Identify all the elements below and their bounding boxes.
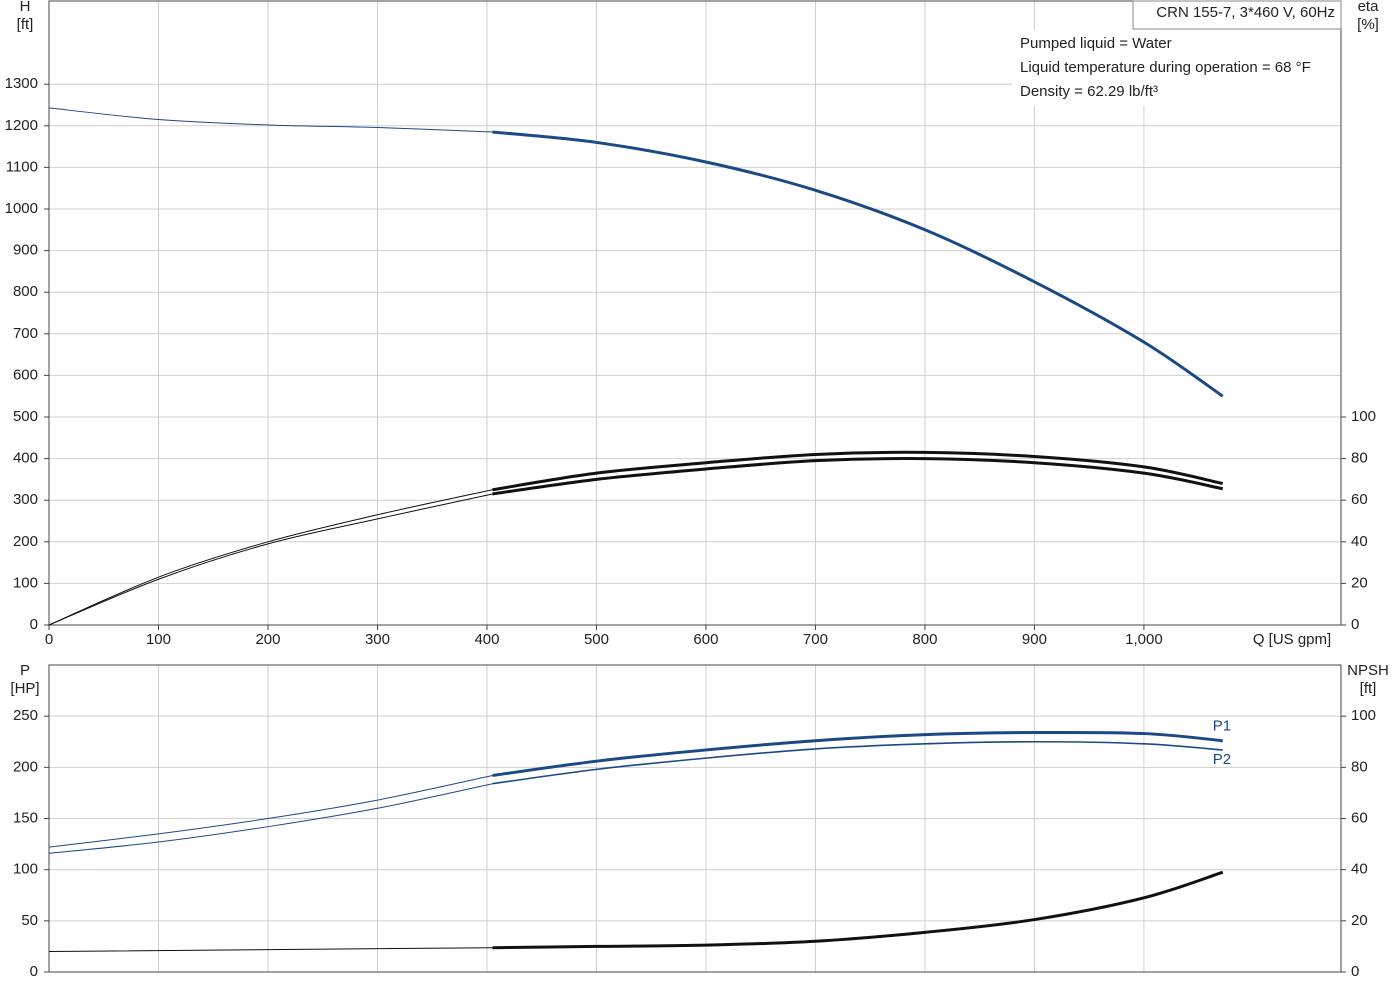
- y-tick-label: 100: [13, 861, 38, 878]
- x-tick-label: 600: [693, 631, 718, 648]
- annotation-box: [1132, 0, 1342, 30]
- y-tick-label: 250: [13, 707, 38, 724]
- y-tick-label: 0: [30, 616, 38, 633]
- y-axis-label: H: [20, 0, 31, 15]
- x-axis-label: Q [US gpm]: [1253, 631, 1331, 648]
- y2-axis-label: [%]: [1357, 16, 1379, 33]
- y-tick-label: 200: [13, 758, 38, 775]
- note: Density = 62.29 lb/ft³: [1020, 83, 1158, 100]
- y-tick-label: 1200: [5, 117, 38, 134]
- y-tick-label: 800: [13, 283, 38, 300]
- curve: [492, 450, 1224, 492]
- curve: [48, 775, 493, 848]
- curve: [48, 783, 493, 854]
- y2-tick-label: 0: [1351, 963, 1359, 980]
- x-tick-label: 200: [255, 631, 280, 648]
- notes-background: [1012, 30, 1340, 106]
- y2-axis-label: [ft]: [1360, 680, 1377, 697]
- y-tick-label: 100: [13, 574, 38, 591]
- y2-tick-label: 40: [1351, 861, 1368, 878]
- x-tick-label: 400: [474, 631, 499, 648]
- x-tick-label: 1,000: [1125, 631, 1163, 648]
- curve: [492, 730, 1223, 778]
- y-tick-label: 700: [13, 325, 38, 342]
- y2-tick-label: 80: [1351, 758, 1368, 775]
- y2-tick-label: 20: [1351, 912, 1368, 929]
- y-tick-label: 1300: [5, 75, 38, 92]
- y-tick-label: 1100: [6, 158, 38, 175]
- curve: [48, 107, 493, 133]
- x-tick-label: 900: [1022, 631, 1047, 648]
- y-axis-label: [HP]: [10, 680, 39, 697]
- y-tick-label: 600: [13, 366, 38, 383]
- y-tick-label: 200: [13, 533, 38, 550]
- y2-tick-label: 60: [1351, 491, 1368, 508]
- y2-tick-label: 60: [1351, 809, 1368, 826]
- x-tick-label: 100: [146, 631, 171, 648]
- curve: [492, 870, 1224, 950]
- y-tick-label: 900: [13, 242, 38, 259]
- annotation-text: CRN 155-7, 3*460 V, 60Hz: [1156, 4, 1335, 21]
- x-tick-label: 800: [912, 631, 937, 648]
- curve: [48, 493, 493, 626]
- x-tick-label: 0: [45, 631, 53, 648]
- y-tick-label: 150: [13, 809, 38, 826]
- y-tick-label: 50: [21, 912, 38, 929]
- note: Pumped liquid = Water: [1020, 35, 1172, 52]
- series-label: P2: [1213, 751, 1231, 768]
- curve: [48, 489, 493, 626]
- plot-frame: [48, 0, 1342, 626]
- y2-tick-label: 40: [1351, 533, 1368, 550]
- y2-axis-label: NPSH: [1347, 662, 1389, 679]
- y-axis-label: [ft]: [17, 16, 34, 33]
- y-tick-label: 0: [30, 963, 38, 980]
- curve: [492, 457, 1224, 496]
- curve: [492, 740, 1223, 785]
- y-axis-label: P: [20, 662, 30, 679]
- note: Liquid temperature during operation = 68…: [1020, 59, 1311, 76]
- x-tick-label: 500: [584, 631, 609, 648]
- y-tick-label: 300: [13, 491, 38, 508]
- x-tick-label: 300: [365, 631, 390, 648]
- y2-tick-label: 100: [1351, 707, 1376, 724]
- y2-tick-label: 80: [1351, 450, 1368, 467]
- curve: [492, 130, 1224, 398]
- x-tick-label: 700: [803, 631, 828, 648]
- y-tick-label: 400: [13, 450, 38, 467]
- y2-axis-label: eta: [1358, 0, 1380, 15]
- plot-frame: [48, 664, 1342, 973]
- y-tick-label: 1000: [5, 200, 38, 217]
- y2-tick-label: 100: [1351, 408, 1376, 425]
- series-label: P1: [1213, 718, 1231, 735]
- y-tick-label: 500: [13, 408, 38, 425]
- y2-tick-label: 0: [1351, 616, 1359, 633]
- curve: [48, 947, 493, 953]
- y2-tick-label: 20: [1351, 574, 1368, 591]
